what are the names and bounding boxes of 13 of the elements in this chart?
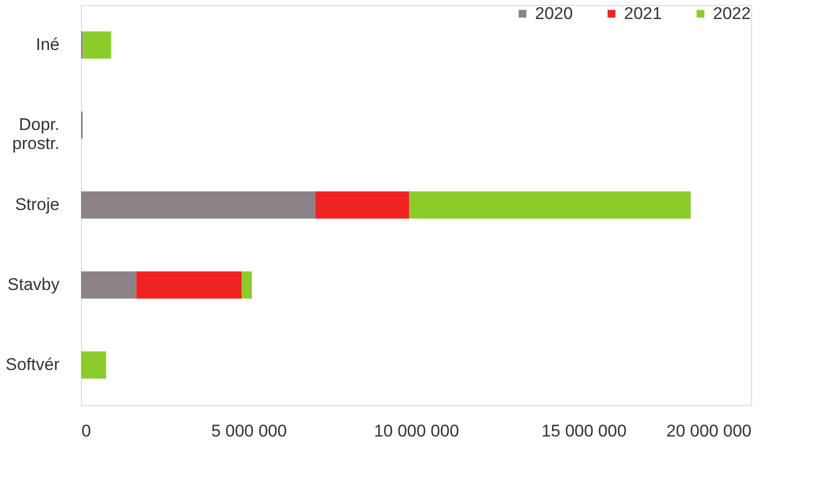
legend-label: 2021 [624,4,662,23]
x-tick-label: 10 000 000 [374,422,460,440]
y-tick-label: Stavby [8,275,60,294]
y-tick-label: Dopr. prostr. [12,115,60,153]
x-tick-label: 15 000 000 [541,422,627,440]
y-tick-label: Stroje [15,195,60,214]
legend-label: 2022 [713,4,751,23]
legend-label: 2020 [535,4,573,23]
y-tick-label: Softvér [6,355,60,374]
y-tick-label: Iné [36,35,60,54]
x-tick-label: 5 000 000 [211,422,287,440]
x-tick-label: 20 000 000 [666,422,752,440]
x-tick-label: 0 [82,422,91,440]
